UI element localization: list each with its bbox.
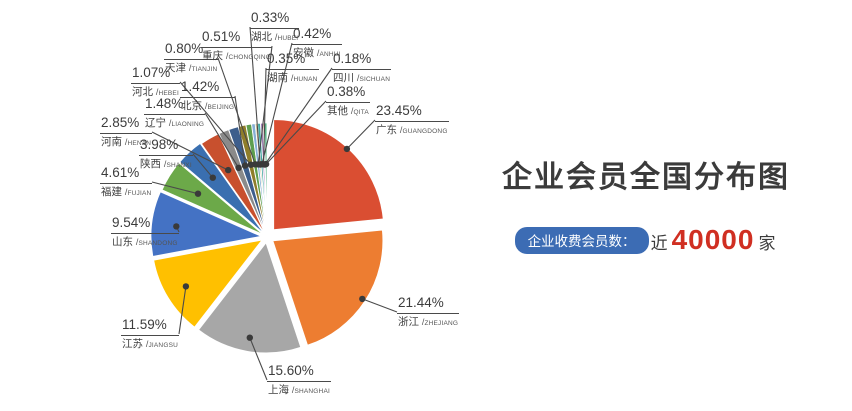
callout-tianjin: 0.80% 天津 /TIANJIN <box>164 41 219 74</box>
leader-line <box>346 119 376 150</box>
callout-province: 北京 /BEIJING <box>181 99 235 112</box>
callout-percent: 4.61% <box>100 165 153 184</box>
leader-line <box>192 153 214 179</box>
pie-slice-shanghai <box>198 242 302 354</box>
leader-line <box>261 42 293 165</box>
callout-shanghai: 15.60% 上海 /SHANGHAI <box>267 363 331 396</box>
leader-dot <box>246 334 253 341</box>
callout-percent: 0.42% <box>292 26 342 45</box>
callout-anhui: 0.42% 安徽 /ANHUI <box>292 26 342 59</box>
pie-slice-jiangsu <box>153 239 263 328</box>
callout-chongqing: 0.51% 重庆 /CHONGQING <box>201 29 273 62</box>
callout-percent: 0.51% <box>201 29 273 48</box>
callout-percent: 21.44% <box>397 295 460 314</box>
leader-dot <box>173 223 180 230</box>
callout-percent: 0.35% <box>266 51 319 70</box>
leader-line <box>179 81 252 166</box>
callout-percent: 2.85% <box>100 115 153 134</box>
leader-dot <box>241 162 249 169</box>
callout-province: 安徽 /ANHUI <box>293 46 341 59</box>
callout-percent: 1.07% <box>131 65 180 84</box>
callout-province: 重庆 /CHONGQING <box>202 49 272 62</box>
callout-percent: 1.42% <box>180 79 236 98</box>
callout-hubei: 0.33% 湖北 /HUBEI <box>250 10 300 43</box>
leader-line <box>151 181 199 195</box>
callout-sichuan: 0.18% 四川 /SICHUAN <box>332 51 392 84</box>
callout-province: 浙江 /ZHEJIANG <box>398 315 459 328</box>
leader-dot <box>194 190 202 197</box>
callout-percent: 0.18% <box>332 51 392 70</box>
pie-slice-shandong <box>150 191 263 257</box>
callout-province: 上海 /SHANGHAI <box>268 383 330 396</box>
leader-line <box>263 67 267 165</box>
callout-qita: 0.38% 其他 /QITA <box>326 84 370 117</box>
callout-percent: 15.60% <box>267 363 331 382</box>
leader-dot <box>182 283 190 290</box>
leader-dot <box>225 166 232 174</box>
pie-slice-guangdong <box>273 119 384 231</box>
callout-percent: 11.59% <box>121 317 180 336</box>
callout-province: 辽宁 /LIAONING <box>145 116 205 129</box>
callout-province: 江苏 /JIANGSU <box>122 337 179 350</box>
leader-dot <box>359 295 366 303</box>
page-title: 企业会员全国分布图 <box>502 161 790 194</box>
callout-province: 广东 /GUANGDONG <box>376 123 448 136</box>
callout-henan: 2.85% 河南 /HENAN <box>100 115 153 148</box>
callout-jiangsu: 11.59% 江苏 /JIANGSU <box>121 317 180 350</box>
right-panel: 企业会员全国分布图 企业收费会员数： 近 40000 家 <box>440 0 852 411</box>
leader-line <box>249 26 261 165</box>
callout-province: 天津 /TIANJIN <box>165 61 218 74</box>
leader-line <box>151 131 229 171</box>
callout-hebei: 1.07% 河北 /HEBEI <box>131 65 180 98</box>
callout-guangdong: 23.45% 广东 /GUANGDONG <box>375 103 449 136</box>
callout-percent: 9.54% <box>111 215 179 234</box>
leader-line <box>265 100 327 165</box>
callout-fujian: 4.61% 福建 /FUJIAN <box>100 165 153 198</box>
callout-province: 四川 /SICHUAN <box>333 71 391 84</box>
count-value: 40000 <box>671 224 755 255</box>
leader-dot <box>209 174 216 181</box>
callout-shanxi: 3.98% 陕西 /SHANXI <box>139 137 193 170</box>
callout-shandong: 9.54% 山东 /SHANDONG <box>111 215 179 248</box>
callout-province: 福建 /FUJIAN <box>101 185 152 198</box>
leader-line <box>217 57 256 165</box>
count-prefix: 近 <box>650 234 668 253</box>
callout-province: 湖北 /HUBEI <box>251 30 299 43</box>
callout-percent: 0.38% <box>326 84 370 103</box>
callout-liaoning: 1.48% 辽宁 /LIAONING <box>144 96 206 129</box>
leader-line <box>204 112 240 169</box>
callout-province: 陕西 /SHANXI <box>140 157 192 170</box>
member-count-row: 企业收费会员数： 近 40000 家 <box>514 224 778 256</box>
leader-line <box>249 337 268 381</box>
member-count-badge: 企业收费会员数： <box>514 226 649 254</box>
pie-slice-shanxi <box>179 142 264 234</box>
leader-line <box>234 95 246 166</box>
pie-slice-zhejiang <box>272 229 384 346</box>
leader-dot <box>235 164 242 171</box>
pie-slice-henan <box>200 133 266 234</box>
leader-dot <box>262 160 270 168</box>
callout-province: 河南 /HENAN <box>101 135 152 148</box>
callout-beijing: 1.42% 北京 /BEIJING <box>180 79 236 112</box>
callout-province: 湖南 /HUNAN <box>267 71 318 84</box>
callout-province: 山东 /SHANDONG <box>112 235 178 248</box>
callout-percent: 0.80% <box>164 41 219 60</box>
leader-line <box>264 67 333 165</box>
pie-slice-fujian <box>161 162 264 235</box>
callout-province: 河北 /HEBEI <box>132 85 179 98</box>
callout-province: 其他 /QITA <box>327 104 369 117</box>
leader-line <box>362 298 398 313</box>
callout-percent: 1.48% <box>144 96 206 115</box>
callout-percent: 0.33% <box>250 10 300 29</box>
count-suffix: 家 <box>758 234 776 253</box>
leader-line <box>178 286 187 335</box>
callout-hunan: 0.35% 湖南 /HUNAN <box>266 51 319 84</box>
leader-dot <box>343 145 351 153</box>
callout-percent: 3.98% <box>139 137 193 156</box>
callout-percent: 23.45% <box>375 103 449 122</box>
callout-zhejiang: 21.44% 浙江 /ZHEJIANG <box>397 295 460 328</box>
